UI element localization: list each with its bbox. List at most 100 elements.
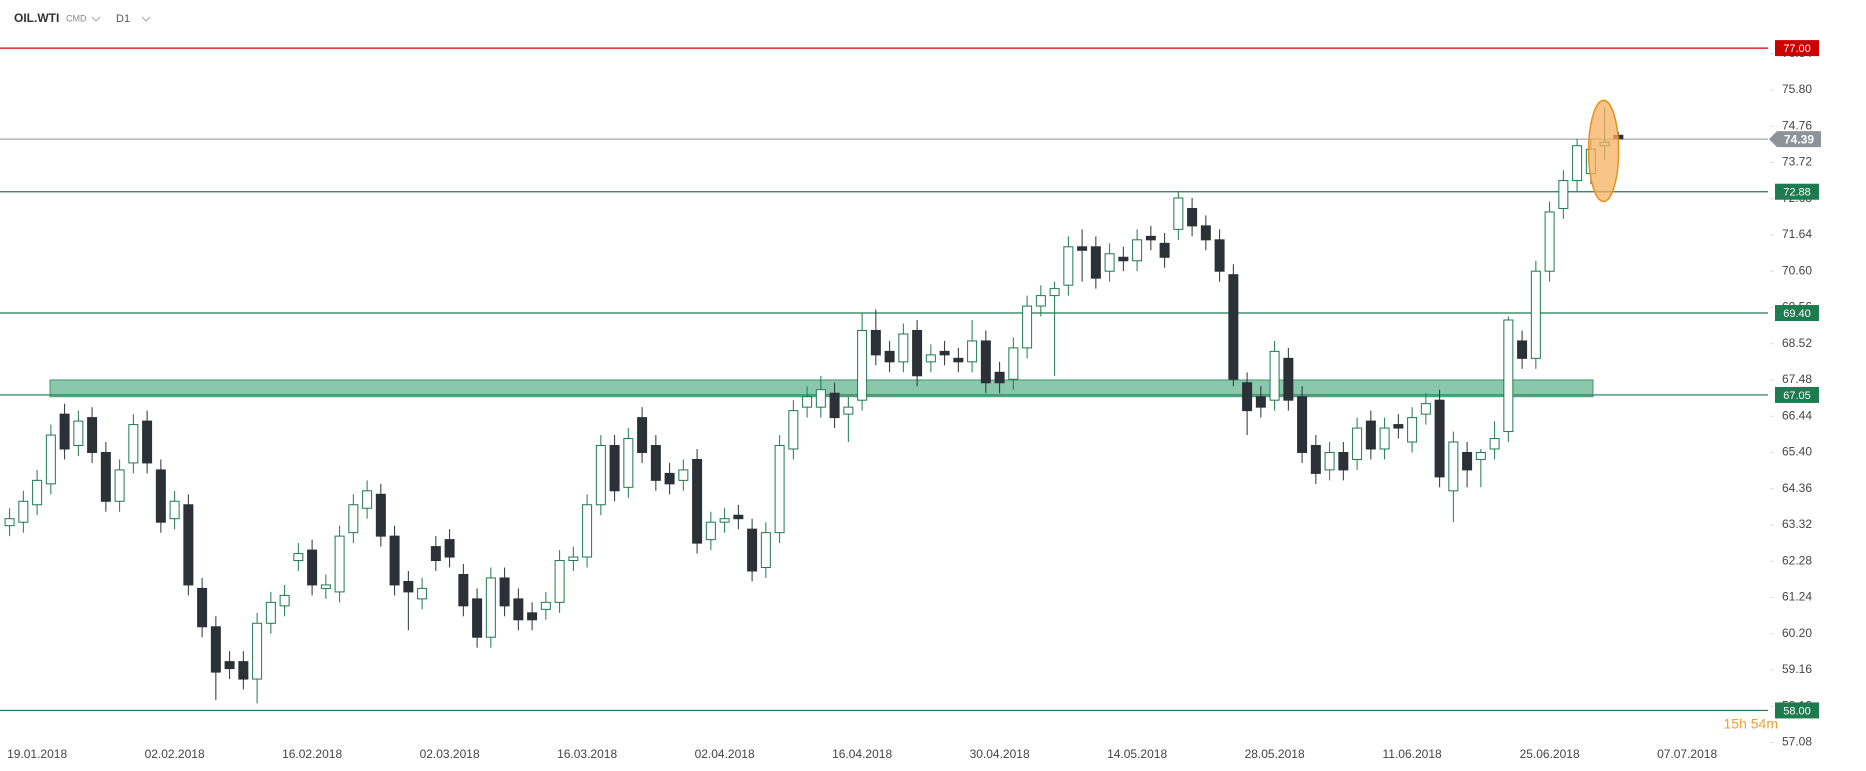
last-price-label: 74.39 xyxy=(1784,132,1814,146)
candle-body xyxy=(59,413,70,450)
x-tick-label: 19.01.2018 xyxy=(7,747,67,761)
y-tick-label: 63.32 xyxy=(1782,517,1812,531)
x-tick-label: 02.04.2018 xyxy=(695,747,755,761)
candle-body xyxy=(114,469,125,502)
y-tick-label: 68.52 xyxy=(1782,336,1812,350)
candle-body xyxy=(815,389,826,408)
y-tick-label: 73.72 xyxy=(1782,155,1812,169)
candle-body xyxy=(664,472,675,485)
interval[interactable]: D1 xyxy=(116,13,130,25)
candle-body xyxy=(980,340,991,384)
dropdown-caret[interactable] xyxy=(141,16,151,22)
highlight-ellipse xyxy=(1587,99,1620,203)
candle-body xyxy=(1063,246,1074,286)
candle-body xyxy=(499,577,510,607)
y-tick-label: 64.36 xyxy=(1782,481,1812,495)
candle-body xyxy=(540,601,551,610)
price-level-tag xyxy=(1775,386,1819,403)
candle-body xyxy=(513,598,524,621)
candle-body xyxy=(1407,417,1418,443)
candle-body xyxy=(774,445,785,534)
dropdown-caret[interactable] xyxy=(91,16,101,22)
x-tick-label: 07.07.2018 xyxy=(1657,747,1717,761)
candle-body xyxy=(650,445,661,481)
candle-body xyxy=(802,396,813,408)
candle-body xyxy=(1242,382,1253,412)
candle-body xyxy=(320,584,331,589)
price-level-label: 69.40 xyxy=(1783,308,1811,320)
candle-body xyxy=(637,417,648,453)
y-tick-label: 57.08 xyxy=(1782,735,1812,749)
y-tick-label: 66.44 xyxy=(1782,408,1812,422)
candle-body xyxy=(912,329,923,377)
candle-body xyxy=(87,417,98,453)
candle-body xyxy=(1517,340,1528,359)
candle-body xyxy=(925,354,936,363)
y-tick-label: 62.28 xyxy=(1782,553,1812,567)
candle-body xyxy=(953,357,964,363)
market[interactable]: CMD xyxy=(66,13,87,23)
candle-body xyxy=(430,546,441,562)
x-tick-label: 16.02.2018 xyxy=(282,747,342,761)
candle-body xyxy=(1159,242,1170,258)
candle-body xyxy=(1365,420,1376,450)
candle-body xyxy=(1338,451,1349,471)
candle-body xyxy=(1448,441,1459,492)
candle-body xyxy=(1434,399,1445,478)
y-tick-label: 67.48 xyxy=(1782,372,1812,386)
candle-body xyxy=(1544,211,1555,272)
candle-body xyxy=(527,612,538,621)
y-tick-label: 59.16 xyxy=(1782,662,1812,676)
candle-body xyxy=(334,535,345,593)
candle-body xyxy=(4,518,15,527)
candle-body xyxy=(884,350,895,363)
candle-timer: 15h 54m xyxy=(1724,716,1778,732)
candle-body xyxy=(568,556,579,562)
candle-body xyxy=(485,577,496,638)
y-tick-label: 60.20 xyxy=(1782,626,1812,640)
candle-body xyxy=(1022,305,1033,349)
candle-body xyxy=(829,392,840,419)
x-tick-label: 16.03.2018 xyxy=(557,747,617,761)
price-level-tag xyxy=(1775,183,1819,200)
candle-body xyxy=(788,410,799,450)
x-tick-label: 16.04.2018 xyxy=(832,747,892,761)
candle-body xyxy=(1393,424,1404,429)
candle-body xyxy=(1104,253,1115,272)
candle-body xyxy=(1297,396,1308,453)
candle-body xyxy=(458,573,469,607)
header: OIL.WTI CMD D1 xyxy=(14,11,151,25)
candle-body xyxy=(100,451,111,502)
candle-body xyxy=(1077,246,1088,251)
candle-body xyxy=(1200,225,1211,241)
candle-body xyxy=(1145,235,1156,241)
candle-body xyxy=(1352,427,1363,460)
candle-body xyxy=(238,661,249,680)
candle-body xyxy=(843,406,854,415)
candle-body xyxy=(1269,350,1280,401)
candle-body xyxy=(224,661,235,670)
y-tick-label: 70.60 xyxy=(1782,263,1812,277)
candle-body xyxy=(1462,451,1473,471)
candle-body xyxy=(348,504,359,534)
candle-body xyxy=(609,445,620,492)
candle-body xyxy=(265,601,276,624)
candle-body xyxy=(1420,403,1431,415)
y-tick-label: 74.76 xyxy=(1782,118,1812,132)
y-tick-label: 61.24 xyxy=(1782,590,1812,604)
candle-body xyxy=(1255,396,1266,408)
candle-body xyxy=(417,587,428,600)
candle-body xyxy=(142,420,153,464)
price-level-label: 72.88 xyxy=(1783,187,1811,199)
candle-body xyxy=(472,598,483,638)
price-level-tag xyxy=(1775,305,1819,322)
price-level-label: 77.00 xyxy=(1783,43,1811,55)
x-tick-label: 14.05.2018 xyxy=(1107,747,1167,761)
candle-body xyxy=(444,539,455,558)
candle-body xyxy=(1310,445,1321,474)
candle-body xyxy=(554,560,565,603)
candle-body xyxy=(1008,347,1019,380)
candle-body xyxy=(733,514,744,520)
candle-body xyxy=(1283,357,1294,401)
